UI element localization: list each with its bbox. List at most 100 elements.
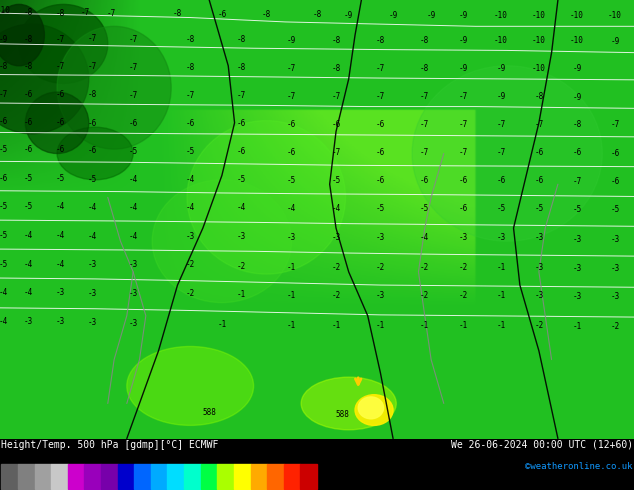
Text: -8: -8 (376, 36, 385, 45)
Text: -8: -8 (24, 8, 33, 17)
Text: -1: -1 (217, 320, 226, 329)
Text: -1: -1 (573, 322, 581, 331)
Text: -6: -6 (129, 119, 138, 128)
Text: -9: -9 (496, 92, 505, 101)
Text: -6: -6 (217, 9, 226, 19)
Text: ©weatheronline.co.uk: ©weatheronline.co.uk (525, 462, 633, 471)
Text: -3: -3 (56, 317, 65, 325)
Text: -8: -8 (24, 62, 33, 71)
Text: -4: -4 (87, 232, 96, 241)
Text: -1: -1 (332, 321, 340, 330)
Text: -9: -9 (0, 35, 8, 44)
Ellipse shape (0, 4, 44, 66)
Text: -9: -9 (427, 11, 436, 20)
Text: -7: -7 (496, 148, 505, 157)
Text: -2: -2 (376, 263, 385, 272)
Text: -6: -6 (56, 90, 65, 99)
Text: -6: -6 (287, 148, 296, 157)
Text: -5: -5 (496, 204, 505, 213)
Text: -6: -6 (0, 118, 8, 126)
Text: -7: -7 (87, 34, 96, 43)
Text: -6: -6 (496, 176, 505, 185)
Text: -6: -6 (236, 147, 245, 156)
Ellipse shape (57, 26, 171, 149)
Text: -7: -7 (87, 62, 96, 71)
Text: -3: -3 (87, 318, 96, 327)
Text: -8: -8 (420, 64, 429, 74)
Text: -4: -4 (287, 204, 296, 213)
Text: -7: -7 (420, 148, 429, 157)
Bar (267, 465, 284, 489)
Text: -6: -6 (24, 146, 33, 154)
Text: -8: -8 (186, 64, 195, 73)
Text: -7: -7 (129, 64, 138, 73)
Text: -1: -1 (236, 290, 245, 299)
Text: -6: -6 (87, 147, 96, 155)
Ellipse shape (127, 346, 254, 425)
Text: -6: -6 (611, 149, 619, 158)
Ellipse shape (301, 377, 396, 430)
Text: -3: -3 (458, 233, 467, 242)
Text: -3: -3 (573, 293, 581, 301)
Text: -1: -1 (496, 321, 505, 330)
Text: -6: -6 (376, 120, 385, 128)
Text: -3: -3 (186, 232, 195, 241)
Text: -5: -5 (24, 174, 33, 183)
Text: -7: -7 (534, 120, 543, 128)
Text: -1: -1 (287, 291, 296, 300)
Text: -7: -7 (236, 91, 245, 100)
Ellipse shape (25, 92, 89, 153)
Text: -10: -10 (532, 64, 546, 74)
Text: -6: -6 (458, 204, 467, 213)
Ellipse shape (412, 66, 602, 241)
Text: -4: -4 (186, 203, 195, 212)
Text: -6: -6 (376, 176, 385, 185)
Text: -9: -9 (458, 11, 467, 20)
Text: -3: -3 (376, 291, 385, 300)
Text: -7: -7 (186, 91, 195, 100)
Text: -5: -5 (534, 204, 543, 213)
Text: -4: -4 (56, 231, 65, 240)
Text: -7: -7 (376, 64, 385, 74)
Text: -7: -7 (129, 35, 138, 44)
Text: -10: -10 (532, 11, 546, 20)
Text: -4: -4 (24, 288, 33, 297)
Text: -5: -5 (332, 176, 340, 185)
Text: -1: -1 (287, 321, 296, 330)
Bar (284, 465, 301, 489)
Text: -3: -3 (332, 233, 340, 242)
Bar (1, 465, 18, 489)
Text: -8: -8 (0, 62, 8, 71)
Text: -9: -9 (573, 93, 581, 102)
Text: -5: -5 (573, 205, 581, 214)
Text: -6: -6 (611, 177, 619, 187)
Text: -7: -7 (287, 64, 296, 74)
Text: -5: -5 (420, 204, 429, 213)
Text: -7: -7 (129, 91, 138, 100)
Bar (117, 465, 134, 489)
Bar (184, 465, 201, 489)
Text: -10: -10 (570, 11, 584, 20)
Text: -3: -3 (24, 317, 33, 325)
Text: -8: -8 (332, 36, 340, 45)
Text: -6: -6 (534, 148, 543, 157)
Text: -3: -3 (56, 288, 65, 297)
Text: -7: -7 (611, 121, 619, 129)
Bar (217, 465, 234, 489)
Text: -7: -7 (420, 120, 429, 128)
Text: -8: -8 (24, 35, 33, 44)
Ellipse shape (57, 127, 133, 180)
Text: -6: -6 (534, 176, 543, 185)
Text: -7: -7 (287, 92, 296, 101)
Text: We 26-06-2024 00:00 UTC (12+60): We 26-06-2024 00:00 UTC (12+60) (451, 440, 633, 450)
Text: -2: -2 (186, 260, 195, 270)
Text: -6: -6 (376, 148, 385, 157)
Text: -3: -3 (611, 235, 619, 244)
Text: -3: -3 (573, 235, 581, 244)
Text: -3: -3 (534, 291, 543, 300)
Text: -6: -6 (420, 176, 429, 185)
Text: -3: -3 (87, 289, 96, 298)
Ellipse shape (187, 121, 346, 274)
Bar (301, 465, 317, 489)
Text: 588: 588 (335, 410, 349, 419)
